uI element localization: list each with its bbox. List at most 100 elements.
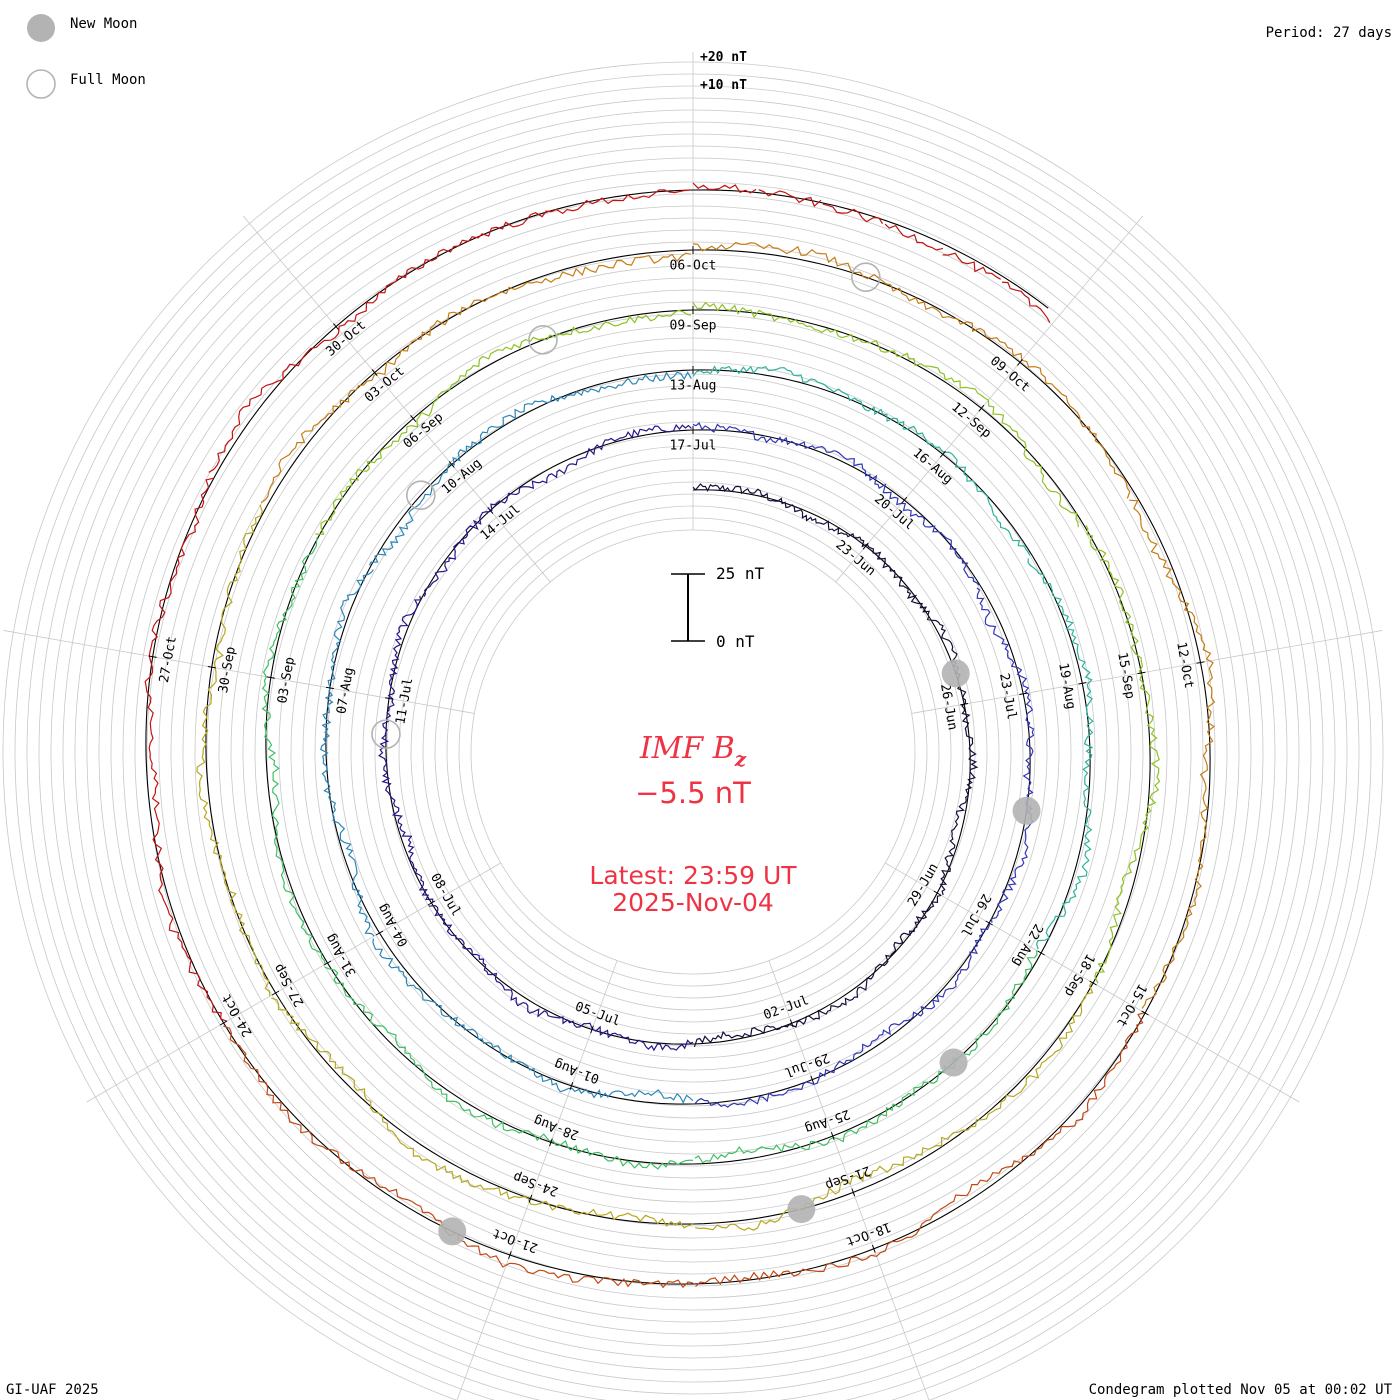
new-moon-marker	[941, 659, 970, 688]
date-tick	[939, 450, 946, 458]
date-tick	[862, 542, 869, 550]
date-tick	[448, 461, 455, 468]
date-tick	[528, 1194, 533, 1203]
bz-trace-segment	[324, 966, 694, 1170]
date-label: 26-Jun	[937, 683, 960, 732]
bz-trace-segment	[942, 252, 1001, 280]
grid-spoke	[835, 215, 1144, 583]
date-tick	[871, 1244, 876, 1253]
date-label: 09-Oct	[987, 354, 1033, 396]
bz-trace-segment	[926, 615, 979, 896]
date-label: 23-Jul	[996, 672, 1019, 721]
moon-markers	[371, 262, 1041, 1246]
date-tick	[901, 496, 908, 504]
grid-spoke	[242, 215, 551, 583]
bz-trace-segment	[692, 483, 930, 616]
bz-trace-segment	[144, 477, 227, 1022]
date-tick	[1141, 1010, 1149, 1016]
bz-trace-segment	[884, 223, 944, 251]
date-tick	[590, 1025, 594, 1034]
date-tick	[1196, 661, 1205, 664]
date-tick	[810, 1075, 815, 1084]
latest-time: Latest: 23:59 UT	[589, 861, 797, 890]
date-tick	[960, 703, 969, 706]
grid-spoke	[3, 630, 475, 714]
new-moon-marker	[787, 1195, 816, 1224]
date-tick	[1037, 950, 1045, 956]
date-tick	[1019, 692, 1028, 695]
scale-bar: 25 nT 0 nT	[671, 564, 765, 651]
bz-trace-segment	[378, 595, 434, 903]
date-label: 10-Aug	[439, 456, 485, 498]
date-tick	[148, 655, 157, 658]
date-tick	[508, 1251, 512, 1259]
grid-spoke	[911, 630, 1383, 714]
date-tick	[569, 1081, 574, 1090]
bz-trace-segment	[976, 587, 1035, 923]
scale-bar-bottom-label: 0 nT	[716, 632, 755, 651]
bz-trace-segment	[196, 504, 271, 997]
date-label: 04-Aug	[375, 901, 411, 949]
bz-trace-segment	[208, 189, 691, 473]
bz-trace-segment	[1129, 499, 1216, 1009]
bz-trace-segment	[694, 950, 1038, 1164]
full-moon-label: Full Moon	[70, 72, 146, 88]
bz-trace-segment	[423, 424, 692, 597]
date-tick	[978, 404, 985, 412]
new-moon-label: New Moon	[70, 16, 137, 32]
date-tick	[985, 920, 993, 926]
scale-label-plus20: +20 nT	[700, 50, 747, 65]
bz-trace-segment	[223, 1025, 694, 1289]
date-tick	[933, 890, 941, 896]
date-label: 15-Sep	[1114, 651, 1137, 700]
bz-trace-segment	[758, 189, 822, 208]
date-tick	[1137, 671, 1146, 675]
latest-date: 2025-Nov-04	[612, 888, 774, 917]
date-tick	[219, 1020, 228, 1026]
credit-label: GI-UAF 2025	[6, 1382, 99, 1398]
bz-trace-segment	[315, 309, 692, 535]
date-tick	[371, 369, 378, 376]
new-moon-icon	[27, 14, 55, 42]
date-tick	[549, 1138, 553, 1147]
date-label: 06-Sep	[401, 410, 447, 452]
date-tick	[1078, 682, 1087, 685]
date-tick	[1017, 358, 1023, 366]
new-moon-marker	[438, 1217, 467, 1246]
legend: New Moon Full Moon	[26, 14, 146, 99]
date-label: 19-Aug	[1055, 662, 1078, 711]
full-moon-icon	[26, 69, 56, 99]
date-tick	[323, 960, 332, 966]
date-tick	[325, 686, 334, 690]
bz-trace-segment	[695, 981, 1094, 1231]
bz-trace-segment	[693, 894, 942, 1048]
date-label: 14-Jul	[478, 502, 524, 544]
grid-spokes	[3, 52, 1383, 1400]
date-tick	[410, 415, 417, 422]
date-label: 31-Aug	[323, 931, 359, 979]
date-tick	[333, 323, 339, 330]
bz-trace-segment	[1085, 524, 1161, 984]
full-moon-marker	[851, 262, 881, 292]
bz-trace-segment	[1001, 281, 1051, 323]
bz-trace-segment	[372, 938, 694, 1104]
grid-rings	[2, 61, 1384, 1400]
date-tick	[271, 990, 280, 996]
bz-traces	[144, 182, 1216, 1289]
date-label: 23-Jun	[833, 538, 879, 580]
bz-trace-segment	[271, 997, 694, 1229]
date-tick	[384, 697, 394, 700]
date-tick	[851, 1188, 856, 1197]
period-label: Period: 27 days	[1266, 25, 1392, 41]
bz-trace-segment	[692, 422, 980, 586]
new-moon-marker	[939, 1048, 968, 1077]
date-tick	[207, 665, 216, 669]
bz-trace-segment	[692, 301, 1079, 528]
date-tick	[830, 1132, 835, 1140]
date-label: 09-Sep	[670, 319, 717, 334]
date-tick	[487, 507, 494, 514]
date-label: 06-Oct	[670, 259, 717, 274]
new-moon-marker	[1012, 796, 1041, 825]
bz-trace-segment	[261, 537, 326, 965]
